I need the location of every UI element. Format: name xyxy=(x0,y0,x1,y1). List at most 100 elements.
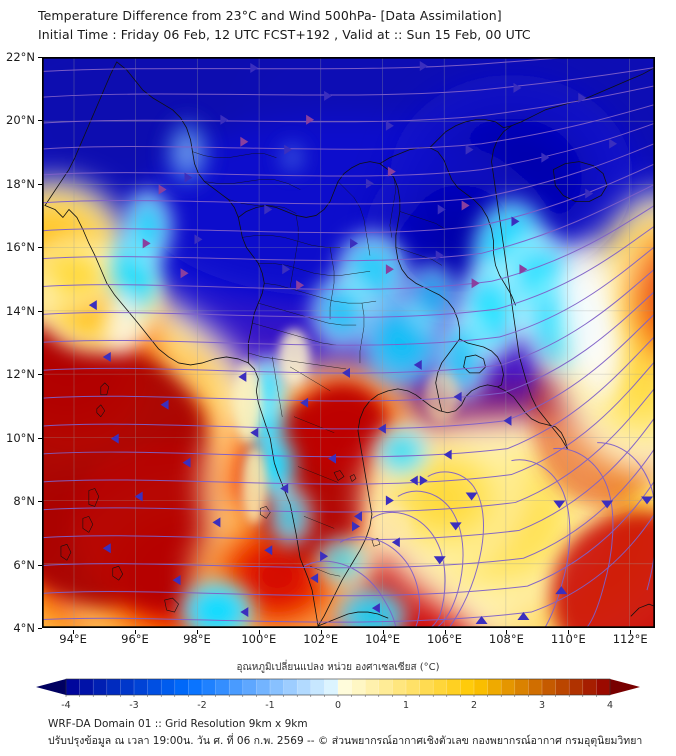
x-tick-mark xyxy=(506,630,508,634)
colorbar-band xyxy=(392,679,407,695)
colorbar-band xyxy=(528,679,543,695)
colorbar-band xyxy=(419,679,434,695)
title-line-1: Temperature Difference from 23°C and Win… xyxy=(38,8,502,23)
y-tick-label-22n: 22°N xyxy=(6,50,35,64)
colorbar-band xyxy=(582,679,597,695)
y-tick-mark xyxy=(38,247,42,249)
colorbar-band xyxy=(256,679,271,695)
colorbar-title: อุณหภูมิเปลี่ยนแปลง หน่วย องศาเซลเซียส (… xyxy=(236,662,440,673)
colorbar-band xyxy=(297,679,312,695)
y-axis-labels: 4°N 6°N 8°N 10°N 12°N 14°N 16°N 18°N 20°… xyxy=(0,50,42,635)
colorbar-band xyxy=(242,679,257,695)
colorbar-band xyxy=(555,679,570,695)
colorbar-band xyxy=(324,679,339,695)
colorbar-band xyxy=(351,679,366,695)
y-tick-mark xyxy=(38,57,42,58)
cbar-tick--3: -3 xyxy=(129,700,139,711)
y-tick-label-16n: 16°N xyxy=(6,240,35,255)
colorbar-band xyxy=(147,679,162,695)
y-tick-mark xyxy=(38,628,42,629)
y-tick-mark xyxy=(38,120,42,122)
x-tick-mark xyxy=(73,630,75,634)
y-tick-label-20n: 20°N xyxy=(6,113,35,128)
colorbar-band xyxy=(106,679,121,695)
title-line-2: Initial Time : Friday 06 Feb, 12 UTC FCS… xyxy=(38,27,531,42)
y-tick-mark xyxy=(38,501,42,503)
y-tick-mark xyxy=(38,374,42,376)
colorbar-band xyxy=(406,679,420,695)
colorbar-band xyxy=(215,679,230,695)
colorbar-band xyxy=(270,679,284,695)
cbar-tick-4: 4 xyxy=(606,700,614,711)
colorbar-band xyxy=(338,679,352,695)
colorbar-band xyxy=(446,679,461,695)
temperature-anomaly-field xyxy=(43,58,654,627)
colorbar-band xyxy=(79,679,94,695)
x-tick-label-108e: 108°E xyxy=(488,632,524,646)
colorbar-band xyxy=(460,679,475,695)
colorbar-band xyxy=(66,679,80,695)
colorbar-band xyxy=(93,679,108,695)
y-tick-mark xyxy=(38,564,42,566)
cbar-tick--4: -4 xyxy=(61,700,71,711)
cbar-tick--1: -1 xyxy=(265,700,275,711)
colorbar-band xyxy=(542,679,556,695)
x-tick-mark xyxy=(196,630,198,634)
chart-title-block: Temperature Difference from 23°C and Win… xyxy=(38,6,658,44)
x-tick-mark xyxy=(630,630,632,634)
x-tick-mark xyxy=(320,630,322,634)
y-tick-mark xyxy=(38,437,42,439)
colorbar-tick-labels: -4 -3 -2 -1 0 1 2 3 4 xyxy=(36,697,640,713)
x-tick-label-110e: 110°E xyxy=(550,632,586,646)
x-tick-mark xyxy=(135,630,136,634)
x-tick-label-102e: 102°E xyxy=(303,632,339,646)
colorbar-gradient xyxy=(36,677,640,697)
colorbar-band xyxy=(283,679,298,695)
colorbar: อุณหภูมิเปลี่ยนแปลง หน่วย องศาเซลเซียส (… xyxy=(0,660,676,716)
colorbar-band xyxy=(120,679,135,695)
x-tick-label-112e: 112°E xyxy=(612,632,648,646)
colorbar-band xyxy=(161,679,176,695)
colorbar-band xyxy=(596,679,611,695)
x-tick-label-100e: 100°E xyxy=(241,632,277,646)
y-tick-mark xyxy=(38,183,42,185)
colorbar-band xyxy=(378,679,393,695)
cbar-tick-1: 1 xyxy=(402,700,410,711)
y-tick-label-10n: 10°N xyxy=(6,430,35,445)
x-tick-label-96e: 96°E xyxy=(121,632,149,646)
footer-line-1: WRF-DA Domain 01 :: Grid Resolution 9km … xyxy=(48,718,308,730)
colorbar-band xyxy=(365,679,380,695)
colorbar-band xyxy=(229,679,244,695)
x-tick-mark xyxy=(568,630,570,634)
colorbar-band xyxy=(433,679,448,695)
x-tick-mark xyxy=(444,630,446,634)
map-plot-area[interactable] xyxy=(42,57,655,628)
x-tick-mark xyxy=(382,630,384,634)
colorbar-band xyxy=(174,679,189,695)
cbar-tick--2: -2 xyxy=(197,700,207,711)
cbar-tick-2: 2 xyxy=(470,700,478,711)
x-tick-label-98e: 98°E xyxy=(183,632,211,646)
y-tick-label-4n: 4°N xyxy=(13,621,35,635)
cbar-tick-0: 0 xyxy=(334,700,342,711)
colorbar-band xyxy=(310,679,325,695)
y-tick-label-12n: 12°N xyxy=(6,367,35,382)
y-tick-mark xyxy=(38,310,42,312)
cbar-tick-3: 3 xyxy=(538,700,546,711)
y-tick-label-8n: 8°N xyxy=(13,494,35,509)
colorbar-band xyxy=(569,679,584,695)
x-axis-labels: 94°E 96°E 98°E 100°E 102°E 104°E 106°E 1… xyxy=(42,630,655,650)
colorbar-band xyxy=(501,679,516,695)
colorbar-band xyxy=(188,679,203,695)
colorbar-band xyxy=(202,679,216,695)
y-tick-label-18n: 18°N xyxy=(6,176,35,191)
footer-line-2: ปรับปรุงข้อมูล ณ เวลา 19:00น. วัน ศ. ที่… xyxy=(48,735,643,747)
x-tick-label-104e: 104°E xyxy=(365,632,401,646)
colorbar-band xyxy=(134,679,148,695)
x-tick-label-106e: 106°E xyxy=(427,632,462,646)
x-tick-label-94e: 94°E xyxy=(59,632,87,646)
y-tick-label-14n: 14°N xyxy=(6,303,35,318)
weather-map-figure: 4°N 6°N 8°N 10°N 12°N 14°N 16°N 18°N 20°… xyxy=(0,50,655,650)
colorbar-band xyxy=(487,679,502,695)
footer-block: WRF-DA Domain 01 :: Grid Resolution 9km … xyxy=(48,716,668,750)
